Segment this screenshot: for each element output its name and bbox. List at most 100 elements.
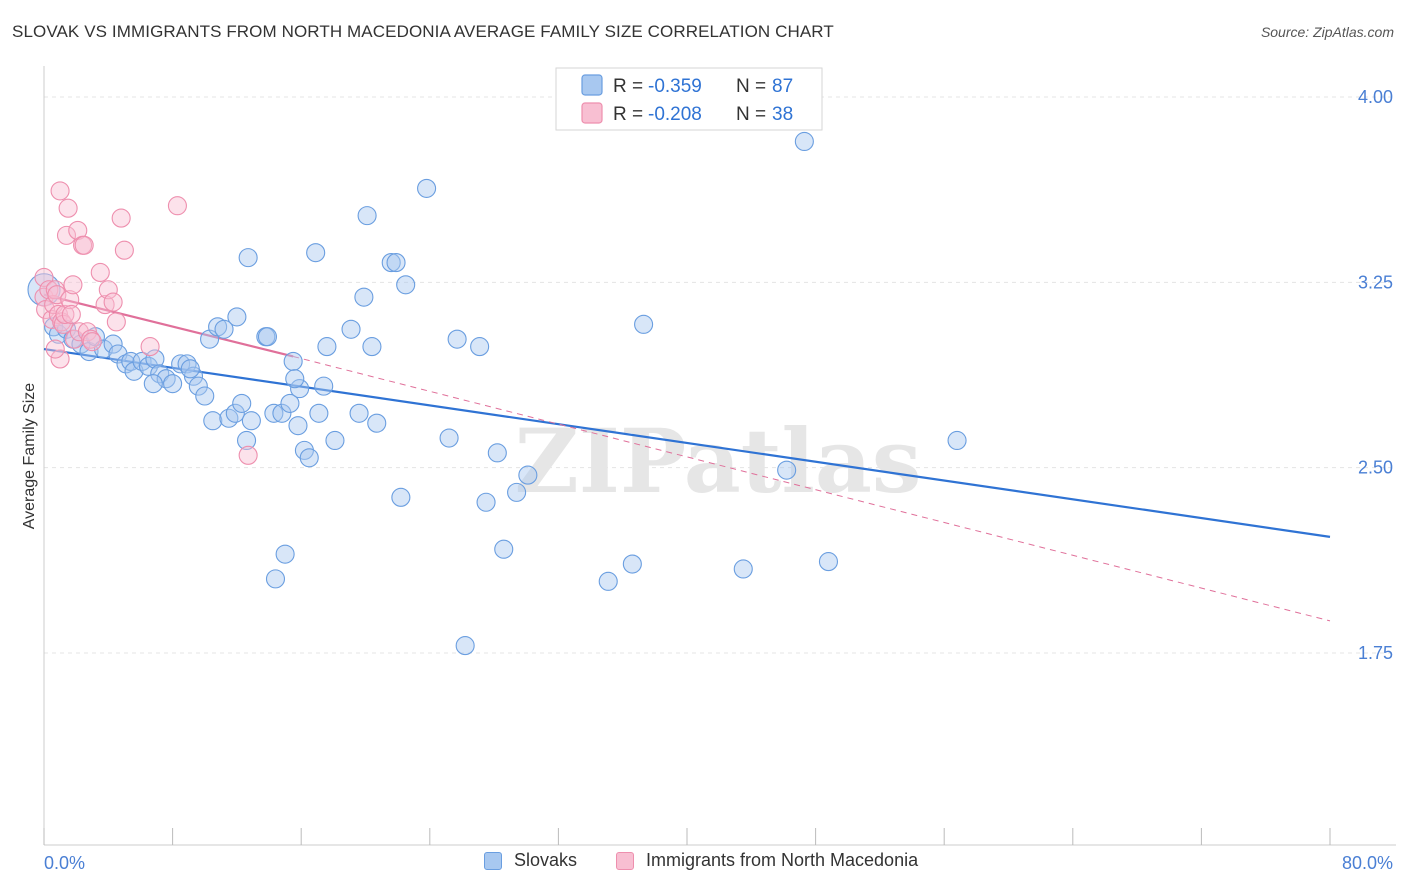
legend-r-label: R = <box>613 76 643 97</box>
legend-n-value: 38 <box>772 104 793 125</box>
point-macedonia <box>103 292 123 312</box>
point-slovaks <box>354 287 374 307</box>
point-slovaks <box>195 386 215 406</box>
legend-n-label: N = <box>736 104 766 125</box>
trend-line-slovaks <box>43 347 1331 538</box>
legend-item-slovaks: Slovaks <box>484 850 577 871</box>
point-slovaks <box>163 374 183 394</box>
point-slovaks <box>236 430 257 451</box>
point-slovaks <box>93 339 114 359</box>
point-macedonia <box>50 349 70 369</box>
point-slovaks <box>947 430 967 451</box>
point-slovaks <box>257 327 277 347</box>
point-slovaks <box>417 178 437 198</box>
point-slovaks <box>288 416 308 436</box>
point-slovaks <box>476 492 496 512</box>
point-slovaks <box>145 349 165 369</box>
point-macedonia <box>95 295 115 315</box>
point-slovaks <box>381 253 401 273</box>
point-slovaks <box>238 248 258 268</box>
point-slovaks <box>391 487 411 507</box>
point-macedonia <box>63 275 83 295</box>
point-slovaks <box>386 253 406 273</box>
point-slovaks <box>494 539 514 559</box>
point-slovaks <box>470 337 490 357</box>
point-macedonia <box>58 198 78 218</box>
legend-n-value: 87 <box>772 76 793 97</box>
legend-swatch-macedonia <box>616 851 634 870</box>
point-slovaks <box>309 403 329 423</box>
point-slovaks <box>272 403 292 423</box>
grid-lines <box>44 96 1396 654</box>
y-tick-label: 3.25 <box>1358 272 1393 292</box>
x-tick-labels: 0.0% 80.0% <box>44 853 1393 873</box>
point-slovaks <box>447 329 467 349</box>
x-tick-label: 80.0% <box>1342 853 1393 873</box>
point-slovaks <box>188 376 208 396</box>
trend-lines <box>43 293 1331 622</box>
point-slovaks <box>367 413 387 433</box>
data-points <box>27 131 967 656</box>
point-macedonia <box>53 314 73 334</box>
point-slovaks <box>214 319 234 339</box>
y-tick-label: 2.50 <box>1358 458 1393 478</box>
x-tick-label: 0.0% <box>44 853 85 873</box>
axes <box>43 66 1396 846</box>
point-slovaks <box>733 559 753 579</box>
point-macedonia <box>238 445 258 465</box>
point-slovaks <box>265 569 286 589</box>
point-slovaks <box>396 275 416 295</box>
point-slovaks <box>306 243 326 263</box>
point-slovaks <box>143 374 163 394</box>
legend-top: R = -0.359 N = 87 R = -0.208 N = 38 <box>555 67 823 131</box>
point-slovaks <box>138 356 159 376</box>
legend-swatch-slovaks <box>581 74 603 96</box>
point-slovaks <box>598 571 618 591</box>
point-macedonia <box>140 337 160 357</box>
point-macedonia <box>82 332 102 352</box>
point-macedonia <box>50 181 70 201</box>
point-macedonia <box>45 339 65 359</box>
point-slovaks <box>439 428 459 448</box>
chart-title: SLOVAK VS IMMIGRANTS FROM NORTH MACEDONI… <box>12 22 834 41</box>
trend-line-macedonia-extension <box>293 355 1331 622</box>
point-slovaks <box>227 307 247 327</box>
point-slovaks <box>794 131 814 152</box>
point-slovaks <box>290 379 310 399</box>
point-slovaks <box>280 393 300 413</box>
point-slovaks <box>241 411 261 431</box>
point-slovaks <box>232 393 252 413</box>
point-macedonia <box>56 225 77 245</box>
legend-r-label: R = <box>613 104 643 125</box>
point-slovaks <box>314 376 334 396</box>
point-slovaks <box>518 465 538 485</box>
point-slovaks <box>225 403 245 423</box>
point-slovaks <box>156 369 176 389</box>
point-macedonia <box>55 304 75 325</box>
legend-item-macedonia: Immigrants from North Macedonia <box>616 850 918 871</box>
source-label: Source: ZipAtlas.com <box>1260 24 1394 40</box>
y-axis-label: Average Family Size <box>21 383 38 530</box>
trend-line-macedonia <box>43 293 294 358</box>
point-slovaks <box>362 337 382 357</box>
point-slovaks <box>341 319 361 339</box>
point-macedonia <box>111 208 131 228</box>
point-slovaks <box>285 369 305 389</box>
y-tick-labels: 1.75 2.50 3.25 4.00 <box>1358 87 1393 663</box>
point-macedonia <box>61 304 81 325</box>
point-slovaks <box>299 448 319 468</box>
point-slovaks <box>283 351 303 371</box>
y-tick-label: 1.75 <box>1358 643 1393 663</box>
point-slovaks <box>357 206 377 226</box>
point-slovaks <box>264 403 284 423</box>
legend-r-value: -0.359 <box>648 76 702 97</box>
point-slovaks <box>777 460 797 480</box>
point-macedonia <box>106 312 126 332</box>
point-slovaks <box>487 443 507 463</box>
point-macedonia <box>90 262 110 282</box>
point-slovaks <box>203 411 223 431</box>
legend-swatch-slovaks <box>484 851 502 870</box>
legend-swatch-macedonia <box>581 102 603 124</box>
legend-n-label: N = <box>736 76 766 97</box>
